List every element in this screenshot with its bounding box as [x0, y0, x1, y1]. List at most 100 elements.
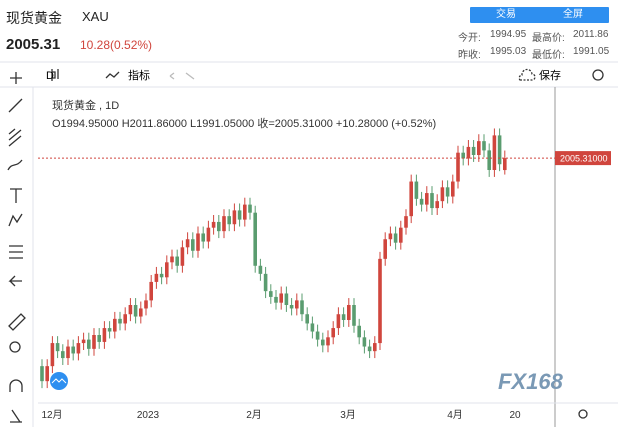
candle-body: [456, 152, 460, 182]
candle-body: [503, 158, 507, 171]
candle-body: [102, 328, 107, 342]
undo-redo[interactable]: [169, 72, 195, 80]
x-tick-label: 20: [509, 410, 521, 421]
candle-body: [196, 233, 200, 251]
candle-body: [383, 239, 387, 259]
candle-body: [357, 325, 361, 338]
stat-value: 1994.95: [490, 29, 527, 40]
zoom-tool[interactable]: [9, 341, 21, 353]
candle-body: [201, 233, 205, 242]
candle-body: [191, 239, 195, 251]
pattern-tool[interactable]: [8, 213, 23, 227]
candle-body: [367, 346, 372, 352]
candle-body: [133, 305, 138, 317]
stat-label: 最高价:: [532, 33, 565, 44]
candle-body: [243, 204, 247, 220]
candle-body: [445, 187, 450, 197]
instrument-name: 现货黄金: [6, 10, 62, 26]
watermark-logo: FX168: [498, 369, 564, 394]
forecast-tool[interactable]: [9, 245, 23, 259]
change: 10.28(0.52%): [80, 38, 153, 52]
candle-body: [263, 273, 268, 292]
back-tool[interactable]: [8, 275, 22, 287]
candle-body: [144, 300, 148, 309]
lock-tool[interactable]: [10, 409, 22, 423]
candle-body: [315, 331, 320, 340]
indicator-icon[interactable]: [105, 71, 120, 79]
candle-body: [217, 221, 221, 232]
x-tick-label: 3月: [340, 409, 356, 421]
candle-body: [471, 146, 476, 155]
stat-label: 今开:: [458, 33, 481, 44]
candle-body: [399, 227, 403, 243]
last-price-tag: [555, 151, 611, 166]
candle-body: [378, 258, 382, 344]
brush-tool[interactable]: [7, 159, 23, 171]
candle-body: [258, 265, 263, 274]
candle-body: [440, 187, 445, 202]
candle-body: [40, 366, 44, 382]
candle-body: [373, 343, 377, 352]
stat-label: 昨收:: [458, 50, 481, 61]
candle-body: [253, 212, 257, 266]
candle-body: [347, 305, 351, 320]
candle-body: [175, 256, 179, 266]
indicators-button[interactable]: 指标: [128, 68, 150, 82]
candle-body: [487, 150, 491, 170]
candle-body: [305, 314, 309, 324]
last-price-label: 2005.31000: [560, 154, 608, 164]
axis-settings[interactable]: [578, 409, 588, 419]
candle-body: [414, 181, 419, 199]
x-tick-label: 4月: [447, 409, 463, 421]
interval: D: [46, 70, 54, 82]
trade-button[interactable]: 交易: [470, 7, 542, 23]
settings-icon[interactable]: [592, 69, 604, 81]
fib-tool[interactable]: [8, 128, 22, 147]
candle-body: [497, 135, 502, 165]
x-tick-label: 2023: [137, 410, 160, 421]
text-tool[interactable]: [10, 188, 22, 203]
line-tool[interactable]: [8, 98, 23, 113]
save-button[interactable]: 保存: [539, 68, 561, 82]
candle-body: [113, 318, 117, 332]
candle-body: [362, 337, 367, 347]
candle-body: [55, 343, 60, 352]
candle-body: [352, 305, 356, 326]
candle-body: [180, 247, 185, 266]
candle-body: [222, 216, 226, 232]
magnet-tool[interactable]: [9, 379, 23, 392]
ruler-tool[interactable]: [8, 313, 26, 331]
candle-body: [66, 346, 70, 359]
candle-body: [435, 201, 439, 209]
candle-body: [451, 181, 455, 197]
symbol: XAU: [82, 9, 109, 24]
candle-body: [71, 346, 75, 354]
candle-body: [269, 291, 273, 297]
candle-body: [404, 216, 408, 228]
x-tick-label: 2月: [246, 409, 262, 421]
candle-body: [461, 152, 465, 159]
logo-badge: [50, 372, 68, 390]
candle-body: [425, 193, 429, 205]
candle-body: [274, 296, 278, 303]
legend-ohlc: O1994.95000 H2011.86000 L1991.05000 收=20…: [52, 116, 436, 130]
x-tick-label: 12月: [41, 409, 62, 421]
candle-body: [159, 273, 164, 278]
candle-body: [482, 141, 486, 151]
candle-body: [149, 281, 153, 301]
candle-body: [336, 314, 341, 329]
candle-body: [232, 210, 237, 225]
candle-body: [393, 233, 398, 243]
candle-body: [279, 293, 283, 303]
fullscreen-button[interactable]: 全屏: [537, 7, 609, 23]
candle-body: [289, 305, 294, 309]
candle-body: [409, 181, 413, 217]
candle-body: [45, 366, 49, 382]
candle-body: [321, 339, 325, 346]
cloud-icon[interactable]: [518, 68, 536, 81]
crosshair-tool[interactable]: [10, 72, 22, 84]
stat-label: 最低价:: [532, 50, 565, 61]
candle-body: [97, 335, 101, 342]
